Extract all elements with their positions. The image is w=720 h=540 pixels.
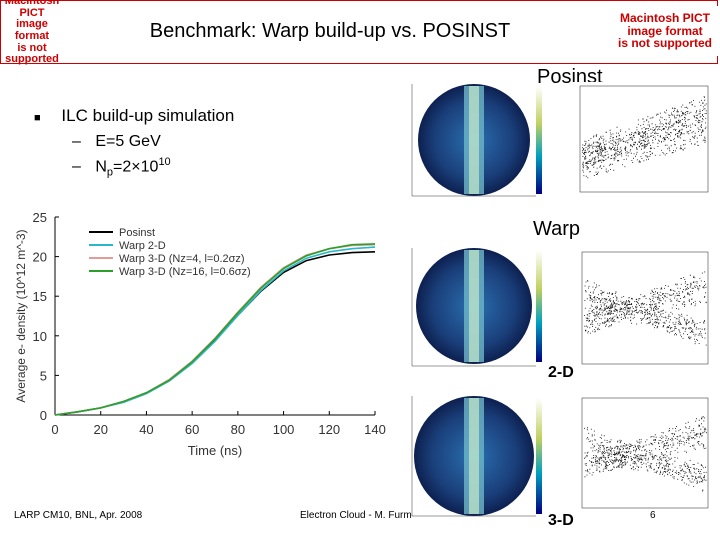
legend-label-3: Warp 3-D (Nz=4, l=0.2σz) <box>119 253 245 265</box>
phase-space-warp-3d <box>574 394 712 520</box>
bullet-square-icon: ■ <box>34 112 41 124</box>
label-3d: 3-D <box>548 512 574 529</box>
x-tick-label: 60 <box>185 422 199 437</box>
y-tick-label: 25 <box>33 210 47 225</box>
y-tick-label: 10 <box>33 329 47 344</box>
bullet-main-text: ILC build-up simulation <box>61 106 235 125</box>
x-tick-label: 40 <box>139 422 153 437</box>
legend-label-1: Posinst <box>119 227 155 239</box>
bullet-energy-text: E=5 GeV <box>95 133 161 150</box>
phase-axes-frame <box>581 251 709 365</box>
pict-placeholder-left: Macintosh PICT image format is not suppo… <box>0 0 64 65</box>
series-line-4 <box>54 243 376 416</box>
legend-label-2: Warp 2-D <box>119 240 166 252</box>
np-value: =2×10 <box>113 158 159 176</box>
phase-space-posinst <box>572 82 712 204</box>
phase-space-warp-2d <box>574 248 712 376</box>
legend-label-4: Warp 3-D (Nz=16, l=0.6σz) <box>119 266 251 278</box>
label-2d: 2-D <box>548 364 574 381</box>
heatmap-posinst-plot <box>411 84 542 197</box>
bullet-main: ■ ILC build-up simulation <box>34 106 234 126</box>
np-subscript: p <box>106 166 114 179</box>
y-axis-label: Average e- density (10^12 m^-3) <box>14 229 28 402</box>
phase-point-cloud <box>584 416 707 492</box>
x-tick-label: 80 <box>231 422 245 437</box>
bullet-energy: – E=5 GeV <box>72 133 161 151</box>
page-title: Benchmark: Warp build-up vs. POSINST <box>149 20 511 42</box>
bullet-np: – Np=2×1010 <box>72 156 171 179</box>
footer-left: LARP CM10, BNL, Apr. 2008 <box>14 510 143 521</box>
heatmap-warp-3d-plot <box>411 396 542 517</box>
x-tick-label: 120 <box>318 422 340 437</box>
np-prefix: N <box>95 158 107 176</box>
page-number: 6 <box>650 510 656 521</box>
pict-right-line-2: image format <box>627 23 703 38</box>
y-tick-label: 15 <box>33 289 47 304</box>
phase-point-cloud <box>582 96 707 179</box>
heatmap-warp-3d <box>398 392 568 532</box>
x-tick-label: 100 <box>273 422 295 437</box>
buildup-chart: 0 20 40 60 80 100 120 140 0 5 10 15 20 25 Time (ns) Ave… <box>14 210 386 458</box>
y-tick-label: 20 <box>33 250 47 265</box>
phase-space-warp-3d-plot <box>581 397 709 509</box>
phase-space-posinst-plot <box>579 85 709 193</box>
heatmap-posinst <box>398 80 568 212</box>
x-axis-label: Time (ns) <box>188 443 242 458</box>
phase-axes-frame <box>581 397 709 509</box>
pict-right-line-3: is not supported <box>618 36 712 51</box>
y-tick-label: 5 <box>40 368 47 383</box>
dash-icon: – <box>72 158 81 176</box>
pict-left-line-2: image format <box>14 18 50 42</box>
x-tick-label: 140 <box>364 422 386 437</box>
phase-space-warp-2d-plot <box>581 251 709 365</box>
pict-left-line-3: is not supported <box>5 41 59 66</box>
pict-left-line-1: Macintosh PICT <box>4 0 60 19</box>
pict-right-line-1: Macintosh PICT <box>619 11 710 26</box>
pict-placeholder-right: Macintosh PICT image format is not suppo… <box>612 6 718 56</box>
dash-icon: – <box>72 133 81 150</box>
y-tick-label: 0 <box>40 408 47 423</box>
x-tick-label: 20 <box>93 422 107 437</box>
phase-point-cloud <box>584 271 707 346</box>
label-warp: Warp <box>533 218 581 240</box>
x-tick-label: 0 <box>51 422 58 437</box>
footer-center: Electron Cloud - M. Furm <box>300 510 412 521</box>
heatmap-warp-2d <box>398 244 568 382</box>
heatmap-warp-2d-plot <box>411 248 542 367</box>
phase-axes-frame <box>579 85 709 193</box>
np-exponent: 10 <box>158 156 171 168</box>
